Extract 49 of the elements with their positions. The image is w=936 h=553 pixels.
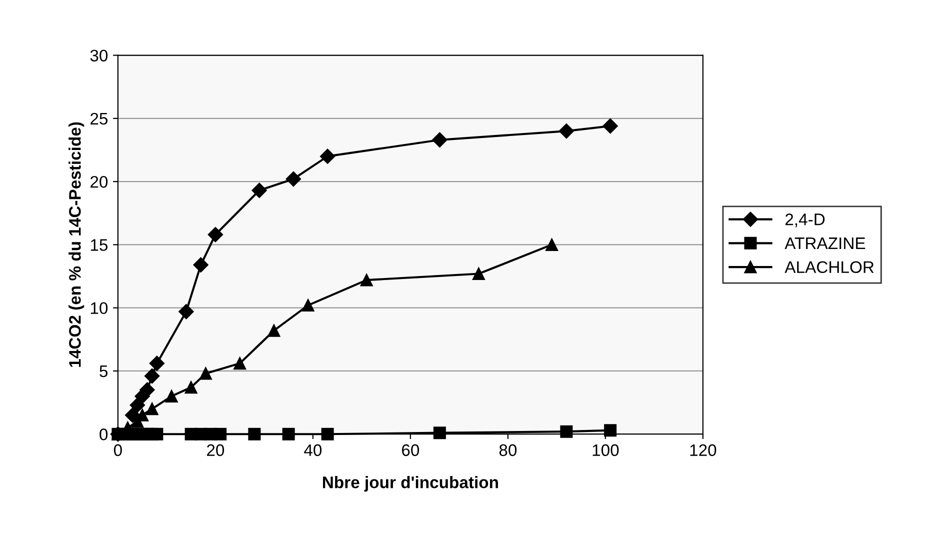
point bbox=[165, 390, 178, 402]
point bbox=[149, 356, 165, 371]
y-tick-label: 5 bbox=[100, 366, 108, 378]
x-tick-label: 100 bbox=[592, 444, 619, 456]
point bbox=[178, 304, 194, 320]
point bbox=[208, 227, 224, 242]
point bbox=[252, 182, 267, 198]
point bbox=[140, 382, 155, 398]
y-tick-label: 10 bbox=[90, 302, 108, 314]
point bbox=[602, 118, 618, 134]
x-tick-label: 60 bbox=[402, 444, 420, 456]
point bbox=[360, 274, 373, 286]
y-tick-label: 20 bbox=[90, 176, 108, 188]
y-axis-title: 14CO2 (en % du 14C-Pesticide) bbox=[68, 122, 84, 367]
point bbox=[472, 267, 485, 280]
y-tick-label: 15 bbox=[90, 239, 108, 251]
x-tick-label: 120 bbox=[690, 444, 716, 456]
point bbox=[199, 367, 212, 380]
y-tick-label: 25 bbox=[90, 112, 108, 125]
legend-label: ATRAZINE bbox=[784, 238, 866, 250]
y-tick-label: 0 bbox=[100, 428, 108, 440]
point bbox=[184, 381, 198, 394]
point bbox=[604, 424, 617, 437]
x-tick-label: 20 bbox=[207, 444, 224, 456]
x-tick-label: 0 bbox=[114, 444, 122, 456]
point bbox=[286, 171, 302, 187]
point bbox=[248, 428, 261, 440]
legend-label: 2,4-D bbox=[785, 214, 825, 228]
point bbox=[560, 425, 573, 438]
point bbox=[432, 132, 448, 148]
point bbox=[268, 324, 280, 337]
point bbox=[146, 402, 158, 416]
point bbox=[302, 299, 314, 312]
point bbox=[433, 426, 446, 440]
y-tick-label: 30 bbox=[90, 50, 108, 62]
point bbox=[321, 428, 334, 440]
point bbox=[320, 148, 336, 164]
point bbox=[282, 428, 295, 440]
point bbox=[150, 428, 164, 440]
x-tick-label: 40 bbox=[304, 444, 322, 456]
point bbox=[193, 257, 208, 272]
point bbox=[546, 238, 558, 251]
point bbox=[144, 368, 160, 384]
point bbox=[214, 428, 227, 440]
legend-label: ALACHLOR bbox=[784, 261, 874, 274]
point bbox=[234, 357, 246, 370]
point bbox=[558, 123, 574, 139]
x-axis-title: Nbre jour d'incubation bbox=[323, 476, 498, 492]
x-tick-label: 80 bbox=[499, 444, 517, 456]
